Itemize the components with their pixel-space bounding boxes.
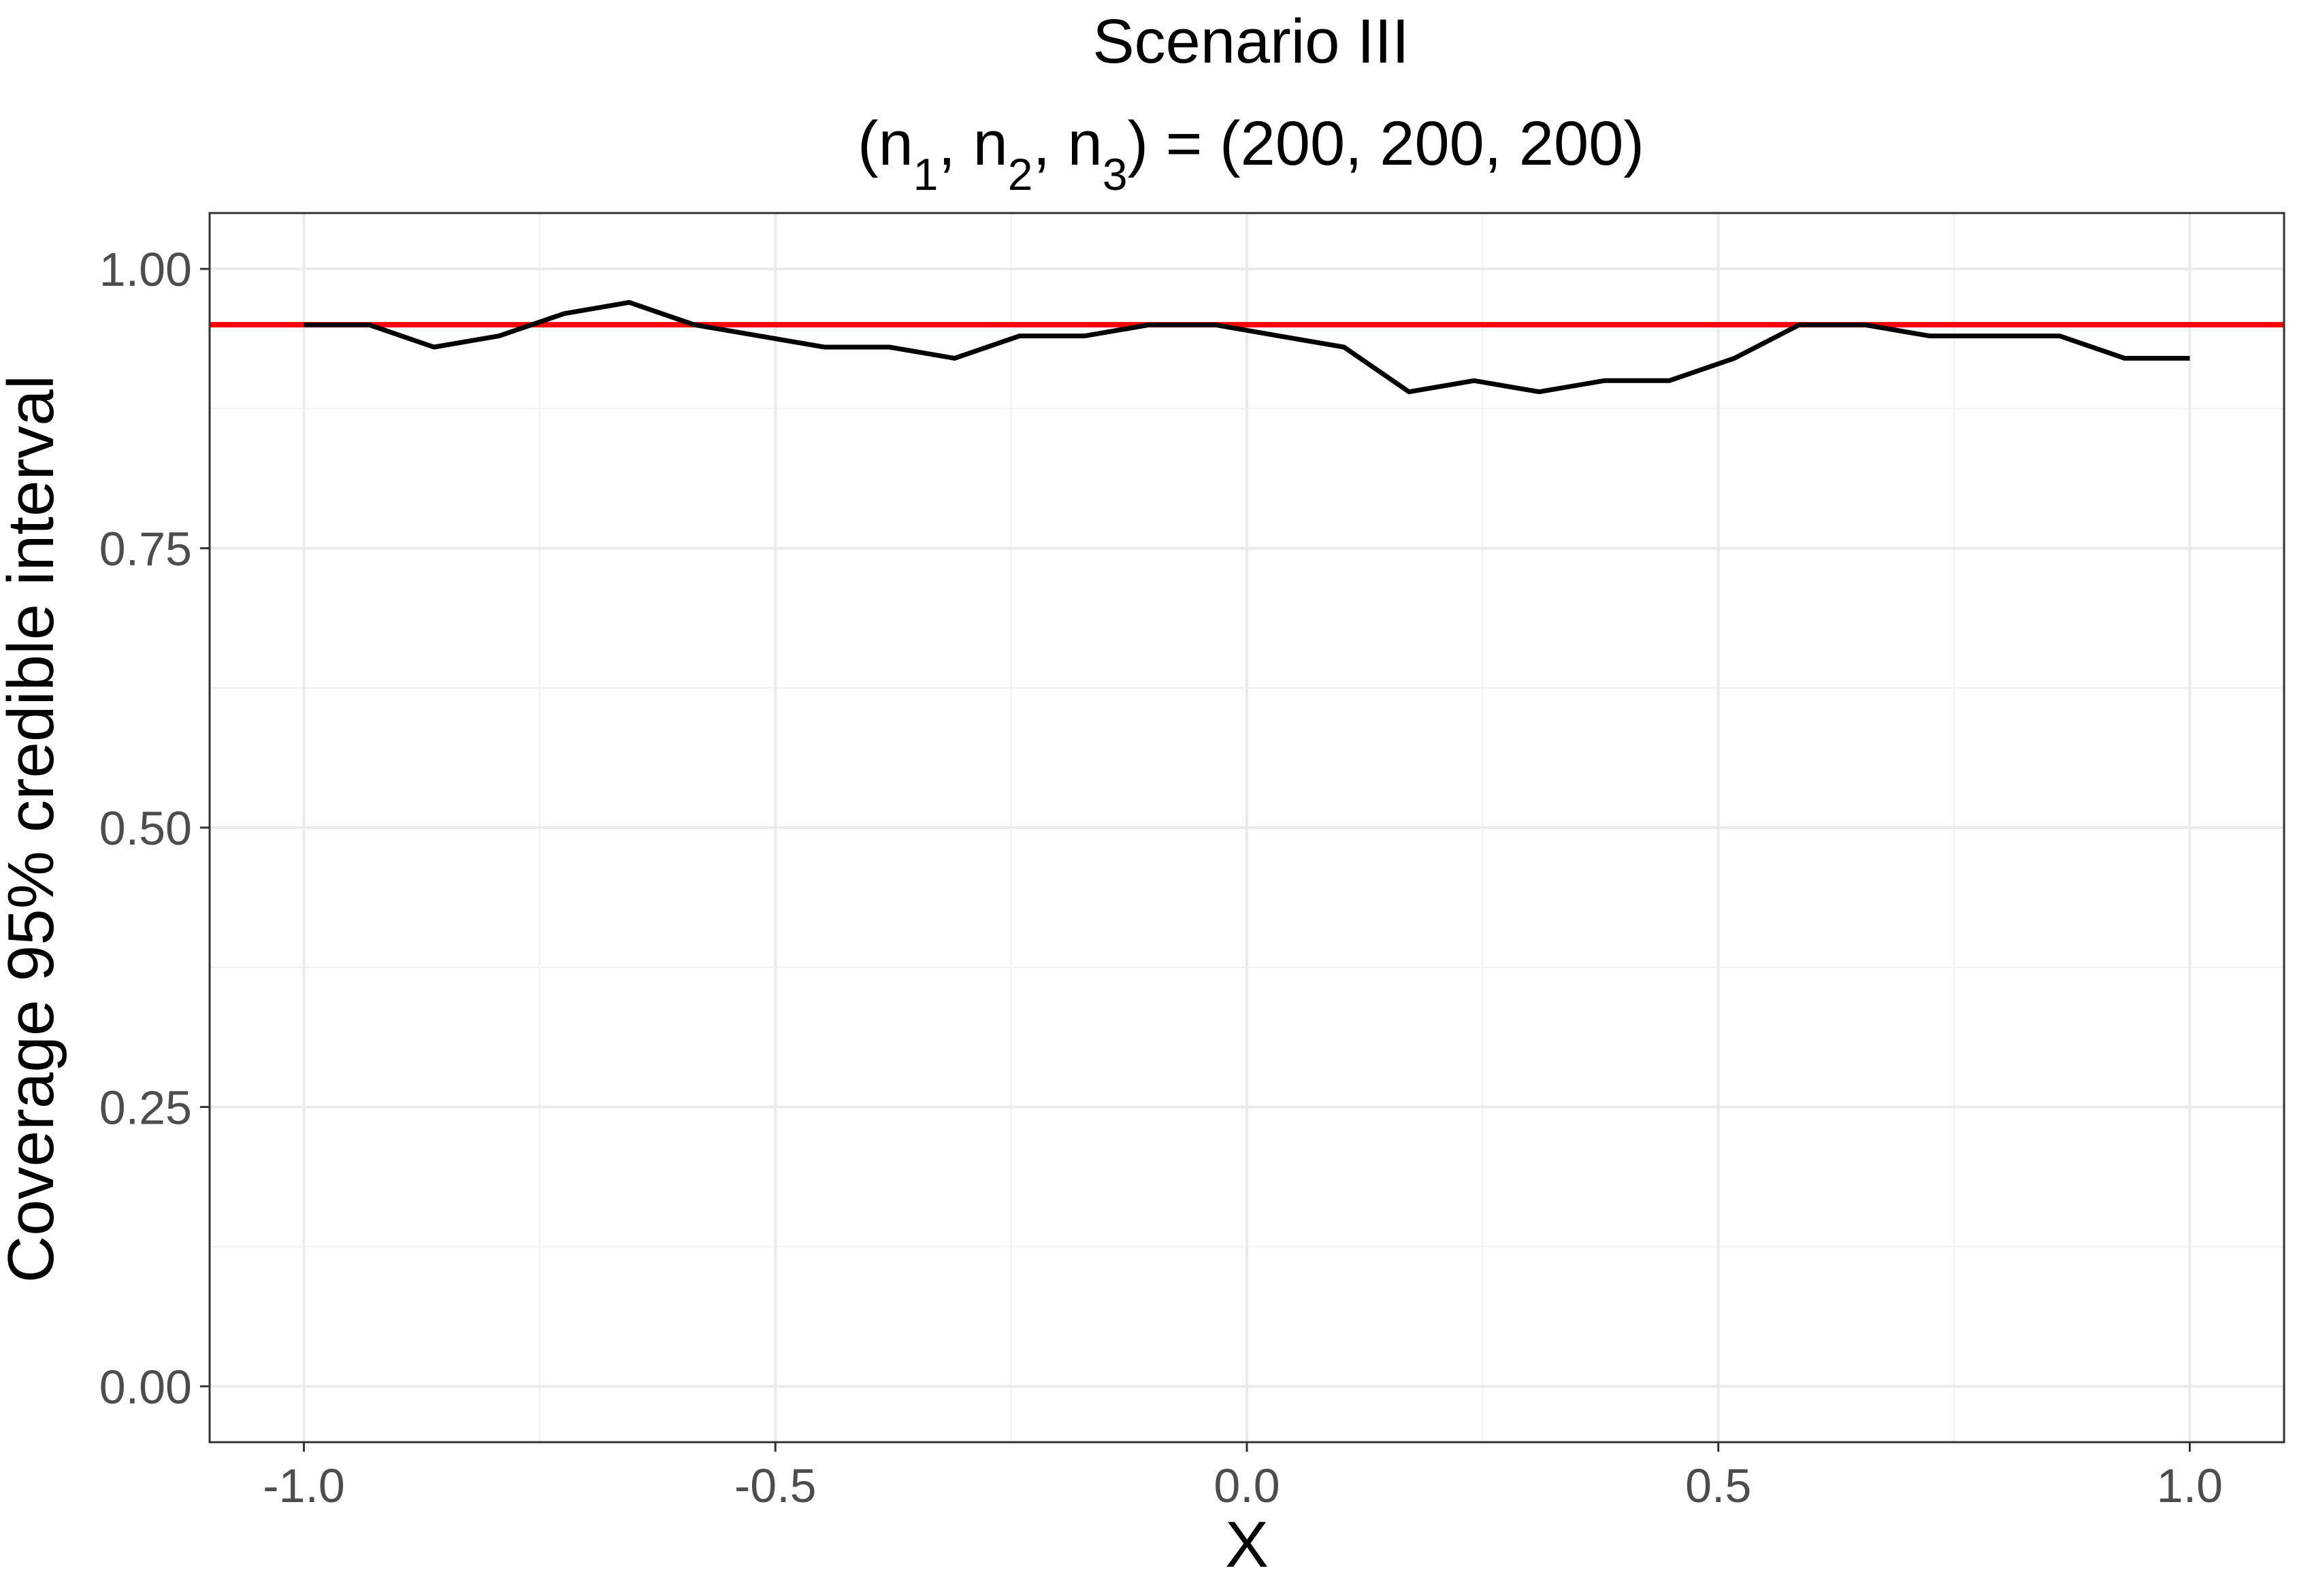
x-tick-label: -1.0: [263, 1459, 345, 1512]
chart-title: Scenario III: [1092, 7, 1409, 76]
y-axis-label: Coverage 95% credible interval: [0, 375, 67, 1283]
y-tick-label: 0.50: [99, 802, 192, 855]
y-tick-label: 1.00: [99, 243, 192, 296]
chart-subtitle: (n1, n2, n3) = (200, 200, 200): [858, 109, 1644, 199]
y-tick-label: 0.25: [99, 1081, 192, 1134]
y-axis-ticks: 0.00 0.25 0.50 0.75 1.00: [99, 243, 210, 1414]
series-layer: [304, 299, 2190, 395]
x-tick-label: 1.0: [2157, 1459, 2223, 1512]
y-tick-label: 0.75: [99, 523, 192, 576]
x-tick-label: -0.5: [734, 1459, 817, 1512]
x-tick-label: 0.5: [1685, 1459, 1751, 1512]
x-tick-label: 0.0: [1213, 1459, 1280, 1512]
grid-major: [210, 213, 2284, 1442]
series-line-0: [304, 299, 2190, 395]
x-axis-ticks: -1.0 -0.5 0.0 0.5 1.0: [263, 1442, 2223, 1512]
x-axis-label: X: [1225, 1508, 1269, 1581]
y-tick-label: 0.00: [99, 1361, 192, 1414]
